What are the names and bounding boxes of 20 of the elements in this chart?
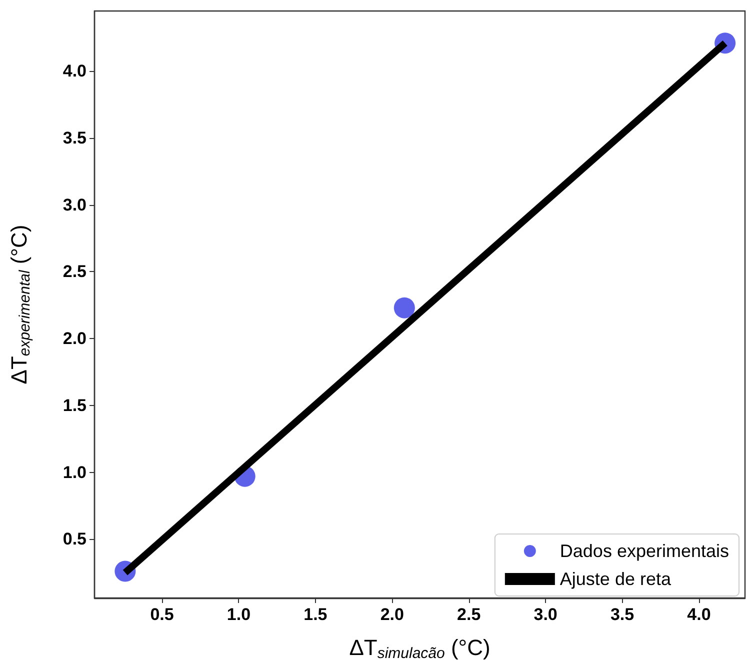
x-tick-label: 0.5 (150, 605, 174, 624)
legend-label: Dados experimentais (560, 541, 730, 561)
y-tick-label: 1.0 (62, 462, 86, 482)
y-tick-label: 4.0 (62, 62, 86, 81)
point (394, 297, 415, 318)
y-tick-label: 2.5 (62, 262, 86, 282)
x-tick-label: 1.0 (226, 605, 251, 624)
x-tick-label: 1.5 (304, 605, 328, 624)
x-tick-label: 4.0 (687, 605, 711, 624)
x-tick-label: 3.0 (534, 605, 558, 624)
y-tick-label: 3.0 (62, 195, 86, 214)
legend-label: Ajuste de reta (560, 569, 672, 589)
y-tick-label: 2.0 (62, 329, 86, 348)
y-tick-label: 0.5 (62, 530, 86, 549)
y-axis-title: ΔTexperimental (°C) (6, 224, 34, 384)
x-tick-label: 2.0 (380, 605, 404, 624)
x-tick-label: 2.5 (457, 605, 481, 624)
x-tick-label: 3.5 (610, 605, 634, 624)
y-tick-label: 1.5 (62, 396, 86, 415)
y-tick-label: 3.5 (62, 128, 86, 148)
